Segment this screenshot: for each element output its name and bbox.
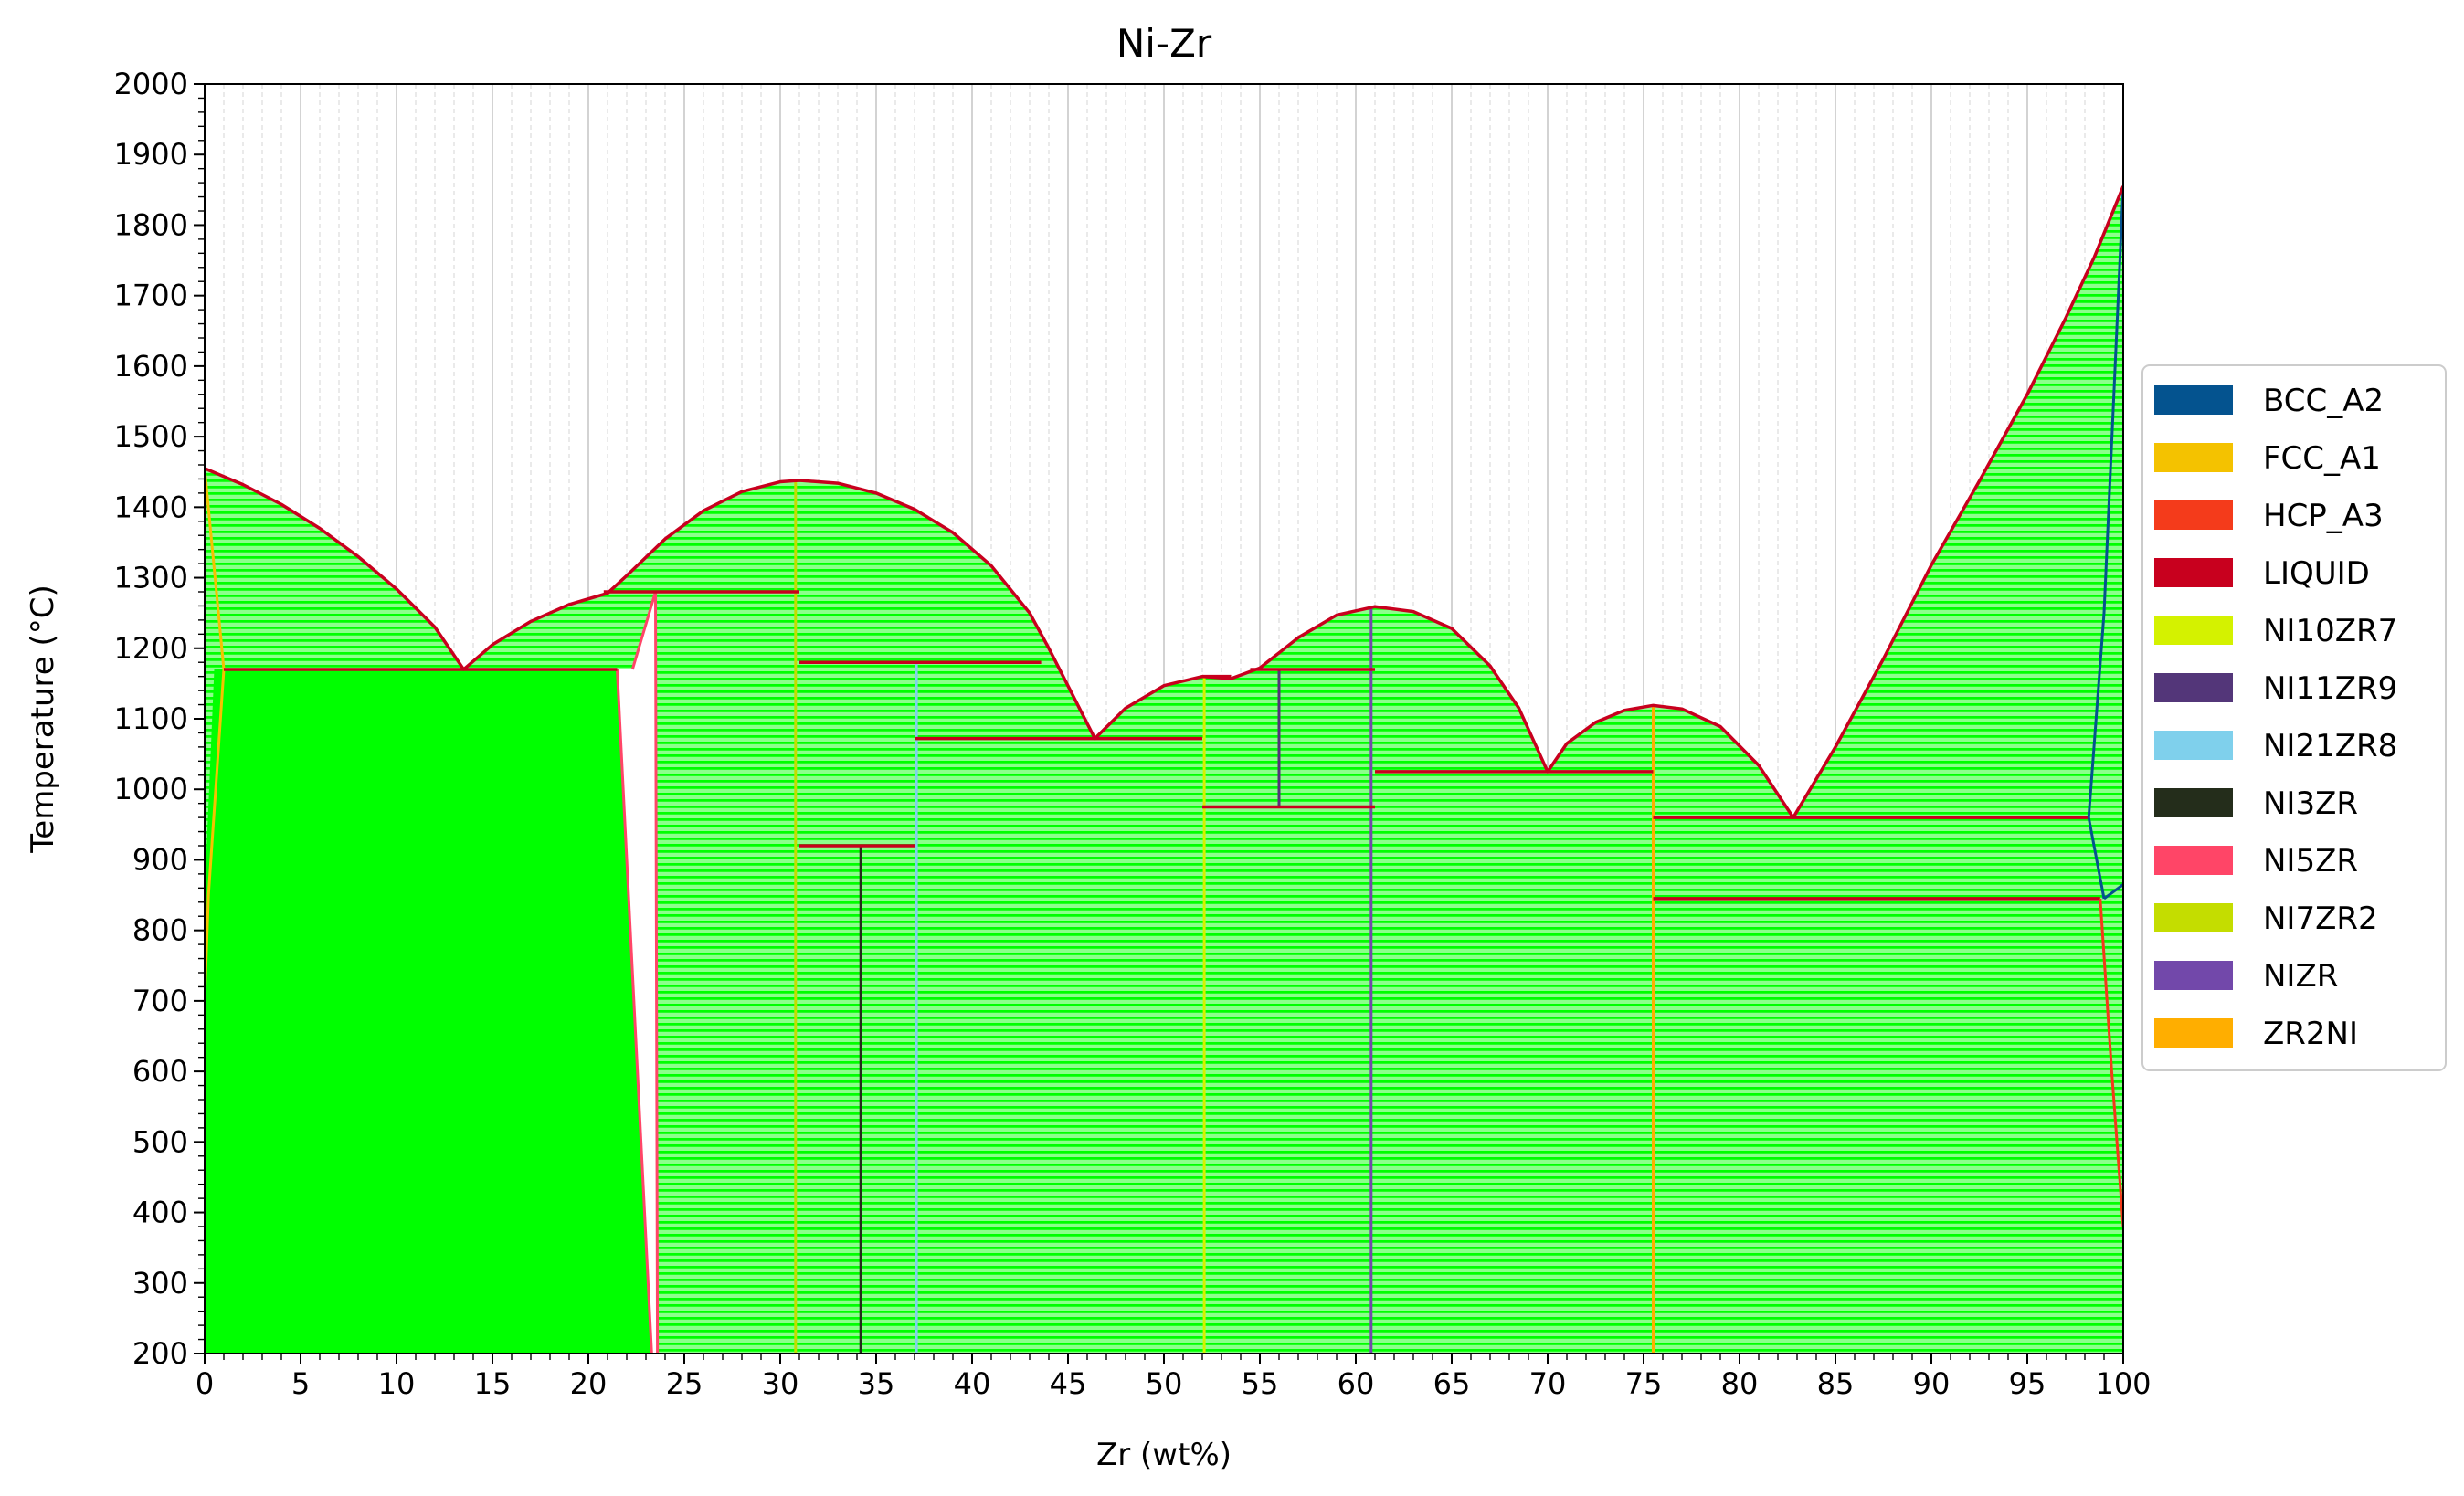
y-tick-label: 500: [132, 1124, 188, 1159]
legend-item: HCP_A3: [2154, 498, 2384, 534]
x-tick-label: 55: [1242, 1366, 1279, 1401]
x-tick-label: 65: [1433, 1366, 1471, 1401]
x-tick-label: 60: [1338, 1366, 1375, 1401]
y-axis-label: Temperature (°C): [25, 585, 61, 853]
ni5zr-single-phase-region: [617, 592, 658, 1354]
y-tick-label: 2000: [114, 67, 188, 101]
x-tick-label: 50: [1146, 1366, 1183, 1401]
legend-item: NI5ZR: [2154, 843, 2358, 880]
legend-label: NI3ZR: [2263, 785, 2358, 822]
x-tick-label: 70: [1529, 1366, 1567, 1401]
two-phase-region: [205, 185, 2123, 1354]
legend-label: NIZR: [2263, 958, 2338, 995]
x-tick-label: 15: [474, 1366, 512, 1401]
y-tick-label: 900: [132, 842, 188, 877]
legend-swatch: [2154, 961, 2233, 990]
legend-item: NI21ZR8: [2154, 728, 2397, 764]
legend-swatch: [2154, 385, 2233, 415]
legend-swatch: [2154, 558, 2233, 587]
x-tick-label: 35: [858, 1366, 895, 1401]
x-tick-label: 5: [291, 1366, 310, 1401]
legend-label: NI7ZR2: [2263, 901, 2378, 937]
legend-label: NI11ZR9: [2263, 670, 2397, 707]
y-tick-label: 1500: [114, 419, 188, 454]
bcc-boundary-line: [2087, 185, 2123, 818]
x-tick-label: 85: [1817, 1366, 1855, 1401]
legend-item: LIQUID: [2154, 555, 2370, 592]
legend-label: ZR2NI: [2263, 1016, 2358, 1052]
fcc-boundary-line: [205, 669, 226, 1001]
legend-label: FCC_A1: [2263, 440, 2381, 477]
y-tick-label: 1100: [114, 701, 188, 736]
legend-item: FCC_A1: [2154, 440, 2381, 477]
legend-item: NI7ZR2: [2154, 901, 2378, 937]
solid-fcc-region: [205, 669, 652, 1354]
x-tick-label: 100: [2095, 1366, 2151, 1401]
y-tick-label: 1800: [114, 207, 188, 242]
legend-swatch: [2154, 616, 2233, 645]
x-tick-label: 75: [1625, 1366, 1663, 1401]
legend-item: NI11ZR9: [2154, 670, 2397, 707]
hcp-boundary-line: [2099, 898, 2123, 1227]
bcc-boundary-line: [2103, 883, 2123, 901]
x-tick-label: 40: [954, 1366, 991, 1401]
legend-item: BCC_A2: [2154, 383, 2384, 419]
x-axis-ticks: 0 5 10 15 20 25 30 35 40 45 50 55 60 65 70 75 80 85 90 95 10…: [196, 1354, 2152, 1401]
legend-item: NI10ZR7: [2154, 613, 2397, 649]
legend-label: NI5ZR: [2263, 843, 2358, 880]
x-axis-label: Zr (wt%): [1096, 1437, 1232, 1473]
legend-item: NIZR: [2154, 958, 2338, 995]
legend-label: BCC_A2: [2263, 383, 2384, 419]
y-tick-label: 700: [132, 984, 188, 1018]
y-tick-label: 1900: [114, 137, 188, 172]
y-tick-label: 1000: [114, 772, 188, 806]
y-tick-label: 1200: [114, 631, 188, 666]
x-tick-label: 10: [378, 1366, 416, 1401]
y-tick-label: 400: [132, 1196, 188, 1230]
y-tick-label: 1300: [114, 561, 188, 595]
phase-boundary-lines: [205, 185, 2123, 1354]
x-tick-label: 95: [2009, 1366, 2046, 1401]
y-tick-label: 600: [132, 1054, 188, 1089]
bcc-boundary-line: [2087, 816, 2106, 900]
legend-label: LIQUID: [2263, 555, 2370, 592]
x-tick-label: 25: [666, 1366, 703, 1401]
fcc-boundary-line: [205, 468, 226, 670]
x-tick-label: 90: [1913, 1366, 1951, 1401]
compound-line: [616, 669, 653, 1354]
y-tick-label: 300: [132, 1266, 188, 1301]
legend: BCC_A2 FCC_A1 HCP_A3 LIQUID NI10ZR7 NI11ZR9 NI…: [2141, 364, 2447, 1071]
legend-swatch: [2154, 846, 2233, 875]
legend-item: ZR2NI: [2154, 1016, 2358, 1052]
x-tick-label: 80: [1721, 1366, 1759, 1401]
legend-swatch: [2154, 731, 2233, 760]
x-tick-label: 45: [1050, 1366, 1087, 1401]
legend-item: NI3ZR: [2154, 785, 2358, 822]
legend-label: NI10ZR7: [2263, 613, 2397, 649]
phase-fill-regions: [205, 185, 2123, 1354]
legend-swatch: [2154, 1018, 2233, 1048]
legend-label: NI21ZR8: [2263, 728, 2397, 764]
x-tick-label: 30: [762, 1366, 799, 1401]
legend-box: [2141, 364, 2447, 1071]
legend-swatch: [2154, 903, 2233, 932]
legend-label: HCP_A3: [2263, 498, 2384, 534]
legend-swatch: [2154, 788, 2233, 817]
y-tick-label: 1400: [114, 490, 188, 524]
liquidus-line: [205, 185, 2123, 819]
legend-swatch: [2154, 500, 2233, 530]
y-tick-label: 1600: [114, 349, 188, 384]
x-tick-label: 0: [196, 1366, 214, 1401]
legend-swatch: [2154, 673, 2233, 702]
y-tick-label: 200: [132, 1336, 188, 1371]
chart-title: Ni-Zr: [1116, 21, 1212, 66]
legend-swatch: [2154, 443, 2233, 472]
y-tick-label: 1700: [114, 279, 188, 313]
x-tick-label: 20: [570, 1366, 608, 1401]
y-tick-label: 800: [132, 913, 188, 948]
y-axis-ticks: 200 300 400 500 600 700 800 900 1000 1100 1200 1300…: [114, 67, 205, 1371]
